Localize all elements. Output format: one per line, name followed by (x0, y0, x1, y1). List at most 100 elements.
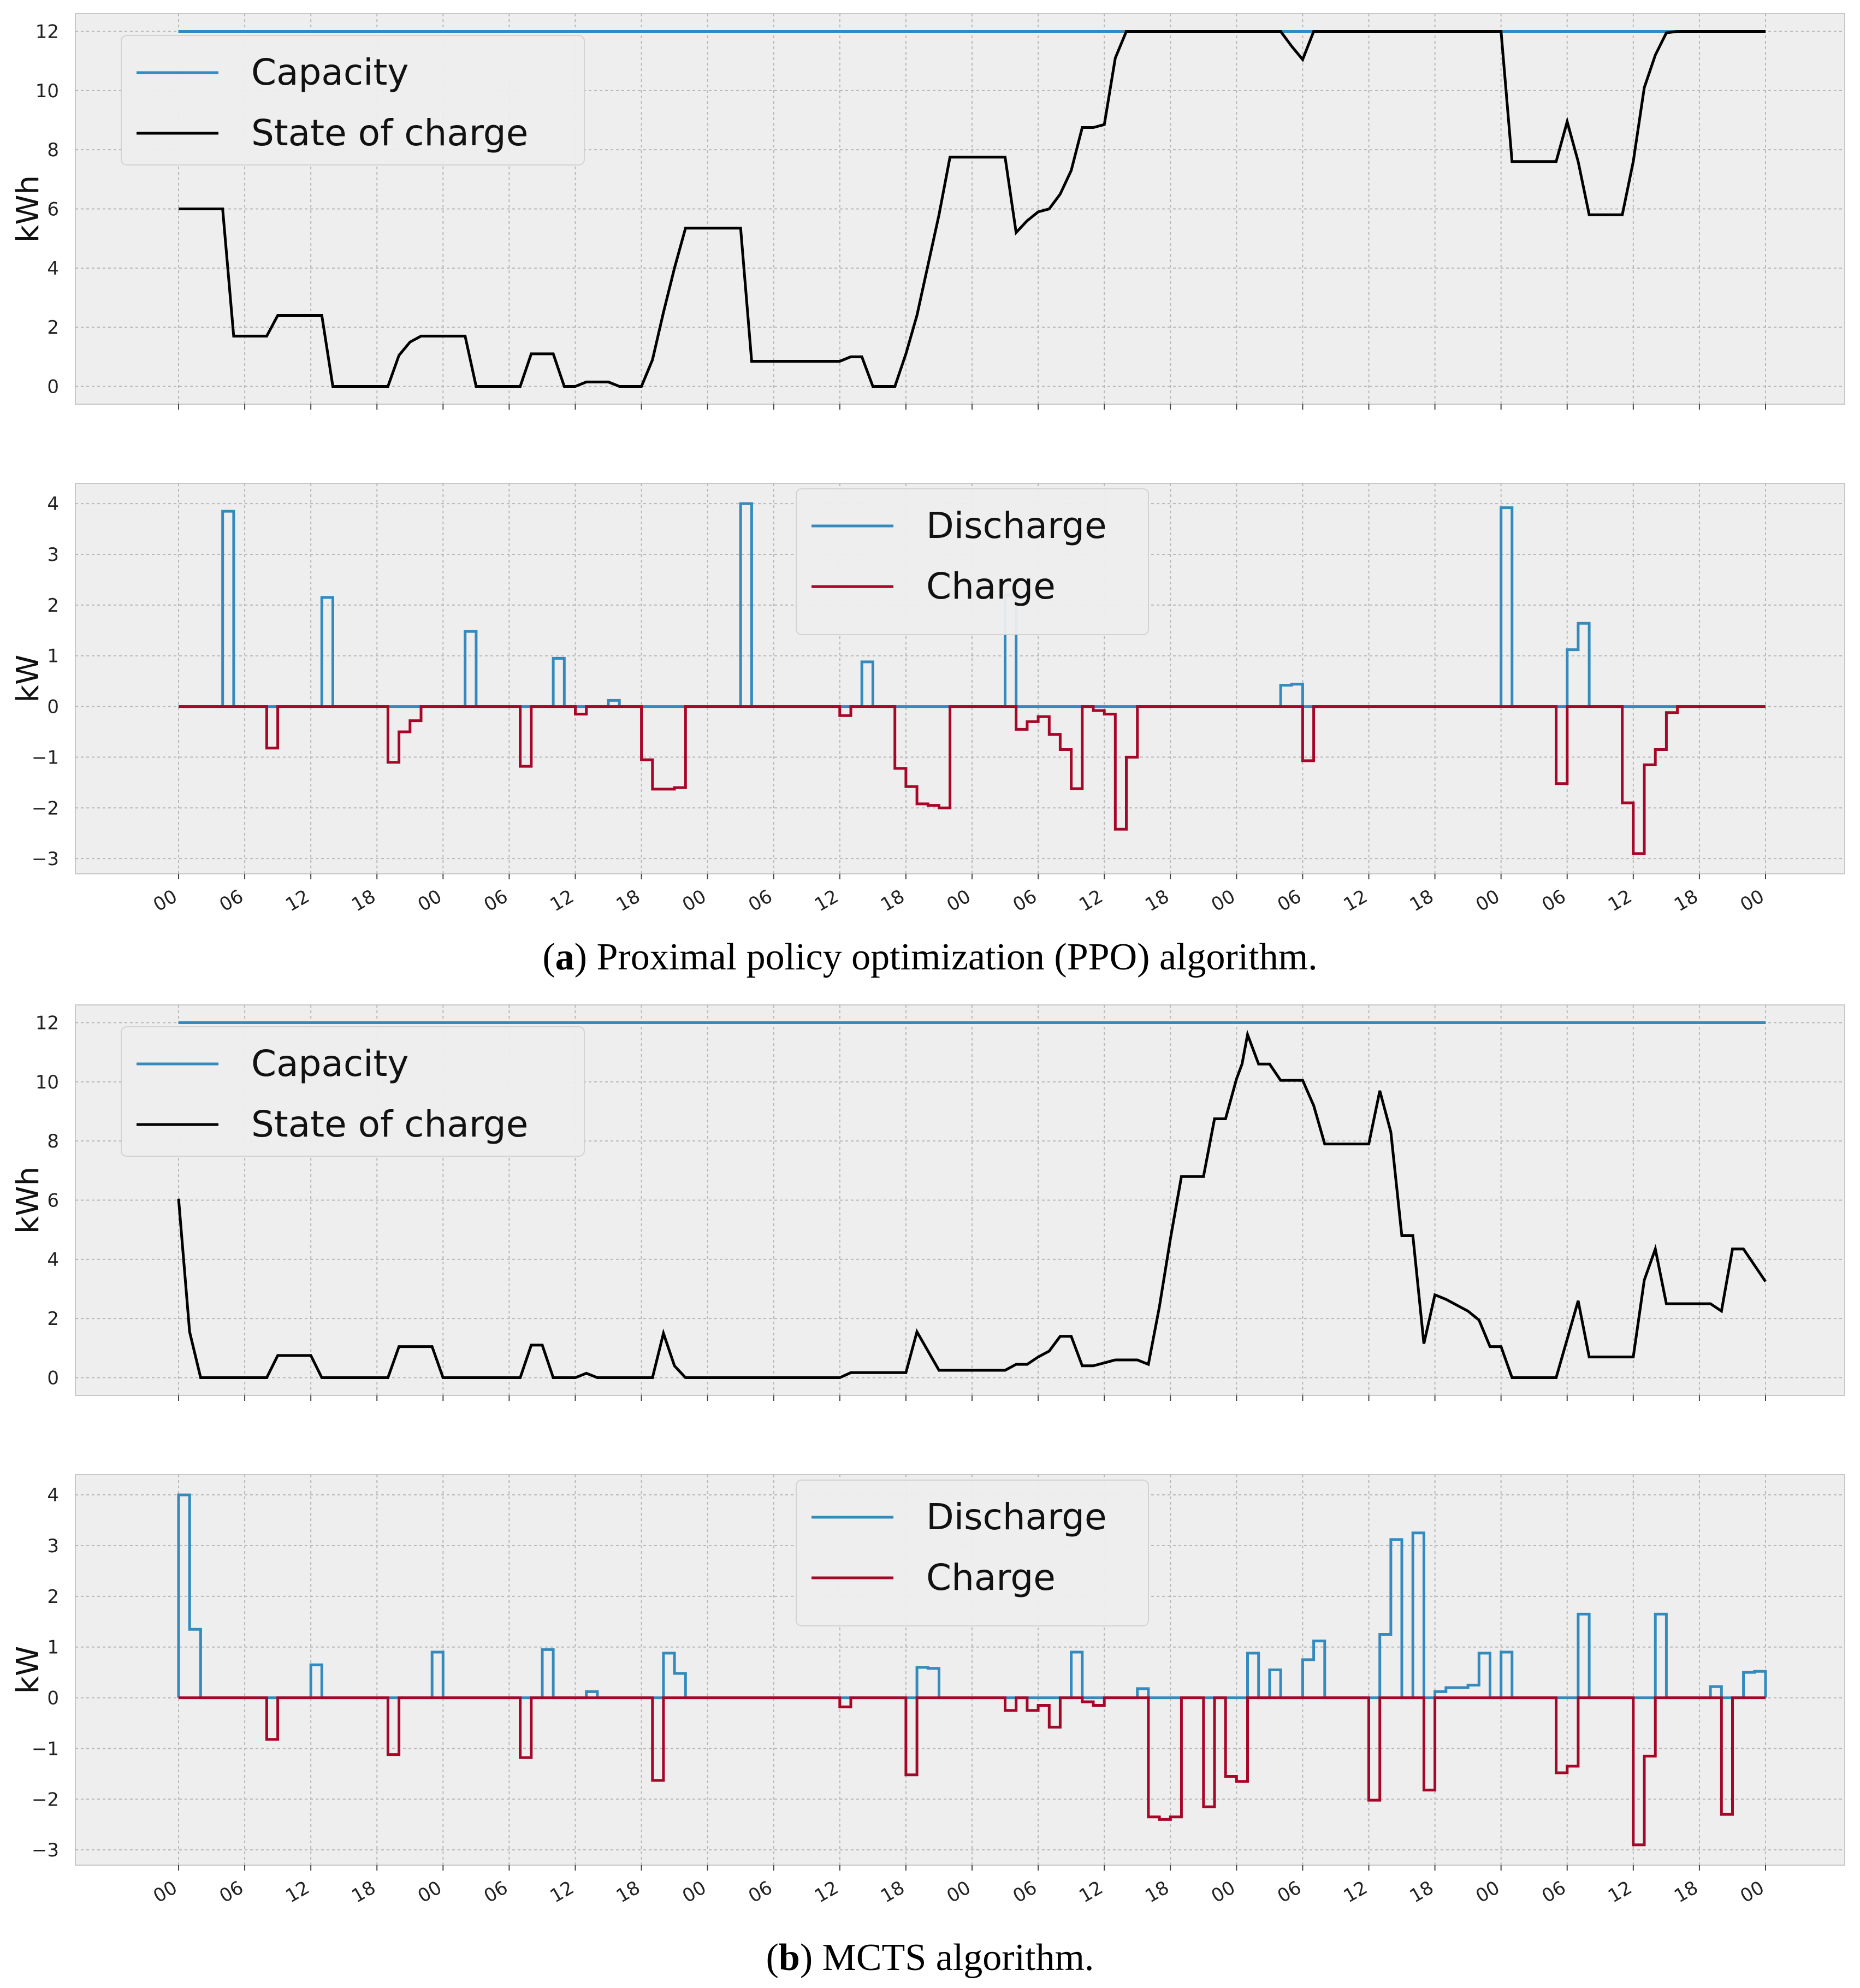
series-state-of-charge (179, 30, 1766, 388)
y-tick-label: 6 (47, 199, 59, 221)
x-tick-label: 12 (811, 885, 842, 916)
legend-label: Discharge (926, 505, 1107, 547)
legend (121, 1026, 585, 1157)
x-tick-label: 18 (1406, 1877, 1437, 1907)
x-tick-label: 18 (877, 1877, 908, 1907)
caption-b-close: ) (800, 1937, 813, 1979)
x-tick-label: 00 (1737, 885, 1768, 916)
y-tick-label: 2 (47, 1586, 59, 1608)
series-charge (179, 705, 1766, 855)
y-tick-label: 3 (47, 1535, 59, 1557)
y-tick-label: −1 (32, 1738, 59, 1760)
x-tick-label: 00 (1472, 885, 1503, 916)
x-tick-label: 00 (1207, 1877, 1239, 1907)
y-axis-label: kWh (10, 175, 46, 242)
x-tick-label: 00 (679, 885, 710, 916)
x-tick-label: 06 (745, 885, 776, 916)
x-tick-label: 06 (216, 885, 247, 916)
y-tick-label: 12 (35, 1013, 59, 1034)
x-tick-label: 18 (877, 885, 908, 916)
y-tick-label: 6 (47, 1190, 59, 1212)
x-tick-label: 12 (1604, 885, 1636, 916)
caption-b-text: MCTS algorithm. (813, 1937, 1094, 1979)
legend-label: Charge (926, 565, 1056, 607)
x-tick-label: 18 (1406, 885, 1437, 916)
y-tick-label: −2 (32, 1789, 59, 1810)
y-tick-label: 2 (47, 317, 59, 339)
y-axis-label: kW (10, 1646, 46, 1694)
x-tick-label: 12 (1340, 1877, 1371, 1907)
x-tick-label: 12 (1075, 1877, 1106, 1907)
ppo-state-of-charge-chart: 0 2 4 6 8 10 12 kWh Capacity State of charge (10, 13, 1845, 410)
x-tick-label: 00 (1207, 885, 1239, 916)
x-tick-label: 12 (282, 1877, 313, 1907)
legend-label: Capacity (251, 1043, 408, 1085)
y-tick-label: 10 (35, 80, 59, 102)
x-tick-label: 18 (1671, 1877, 1702, 1907)
x-tick-label: 12 (811, 1877, 842, 1907)
caption-a-text: Proximal policy optimization (PPO) algor… (587, 936, 1318, 978)
y-axis-label: kW (10, 655, 46, 703)
y-tick-label: 0 (47, 1688, 59, 1709)
caption-b: (b) MCTS algorithm. (766, 1937, 1094, 1979)
legend-label: Capacity (251, 51, 408, 93)
x-tick-label: 00 (1472, 1877, 1503, 1907)
x-tick-label: 18 (1141, 885, 1172, 916)
y-tick-label: 0 (47, 1368, 59, 1389)
x-tick-label: 06 (1538, 1877, 1569, 1907)
x-tick-label: 00 (943, 885, 974, 916)
y-tick-label: −1 (32, 747, 59, 768)
y-tick-label: 1 (47, 1637, 59, 1659)
y-tick-label: −3 (32, 848, 59, 870)
x-tick-label: 18 (1671, 885, 1702, 916)
series-charge (179, 1696, 1766, 1847)
x-tick-label: 00 (679, 1877, 710, 1907)
x-tick-label: 18 (348, 885, 379, 916)
y-tick-label: −2 (32, 797, 59, 819)
y-tick-label: −3 (32, 1839, 59, 1861)
x-tick-label: 00 (414, 885, 445, 916)
x-tick-label: 18 (348, 1877, 379, 1907)
legend-label: State of charge (251, 1103, 528, 1145)
y-tick-label: 0 (47, 696, 59, 718)
legend-label: Discharge (926, 1496, 1107, 1538)
x-tick-label: 12 (1075, 885, 1106, 916)
x-tick-label: 06 (480, 1877, 511, 1907)
x-tick-label: 06 (480, 885, 511, 916)
mcts-state-of-charge-chart: 0 2 4 6 8 10 12 kWh Capacity State of charge (10, 1004, 1845, 1401)
x-tick-label: 12 (547, 1877, 578, 1907)
y-tick-label: 4 (47, 493, 59, 515)
x-tick-label: 00 (150, 1877, 181, 1907)
caption-a-close: ) (574, 936, 587, 978)
x-tick-label: 06 (1538, 885, 1569, 916)
legend (121, 35, 585, 165)
x-tick-label: 00 (943, 1877, 974, 1907)
y-tick-label: 2 (47, 1308, 59, 1330)
x-tick-label: 06 (216, 1877, 247, 1907)
y-tick-label: 3 (47, 544, 59, 566)
y-tick-label: 4 (47, 258, 59, 280)
x-tick-label: 00 (1737, 1877, 1768, 1907)
x-tick-label: 18 (613, 1877, 644, 1907)
y-tick-label: 8 (47, 1131, 59, 1152)
caption-a: (a) Proximal policy optimization (PPO) a… (542, 936, 1317, 978)
x-tick-label: 06 (1273, 1877, 1305, 1907)
legend-label: Charge (926, 1557, 1056, 1599)
legend-label: State of charge (251, 112, 528, 154)
series-state-of-charge (177, 1029, 1767, 1379)
y-axis-label: kWh (10, 1167, 46, 1234)
y-tick-label: 4 (47, 1484, 59, 1506)
x-tick-label: 12 (282, 885, 313, 916)
ppo-power-chart: 00 06 12 18 00 06 12 18 00 06 12 18 00 06 12 18 00 06 12 18… (10, 483, 1845, 916)
y-tick-label: 4 (47, 1249, 59, 1271)
y-tick-label: 10 (35, 1072, 59, 1093)
x-tick-label: 06 (745, 1877, 776, 1907)
y-tick-label: 2 (47, 595, 59, 617)
x-tick-label: 06 (1009, 1877, 1040, 1907)
x-tick-label: 00 (150, 885, 181, 916)
x-tick-label: 18 (1141, 1877, 1172, 1907)
x-tick-label: 18 (613, 885, 644, 916)
x-tick-label: 06 (1273, 885, 1305, 916)
x-tick-label: 12 (547, 885, 578, 916)
